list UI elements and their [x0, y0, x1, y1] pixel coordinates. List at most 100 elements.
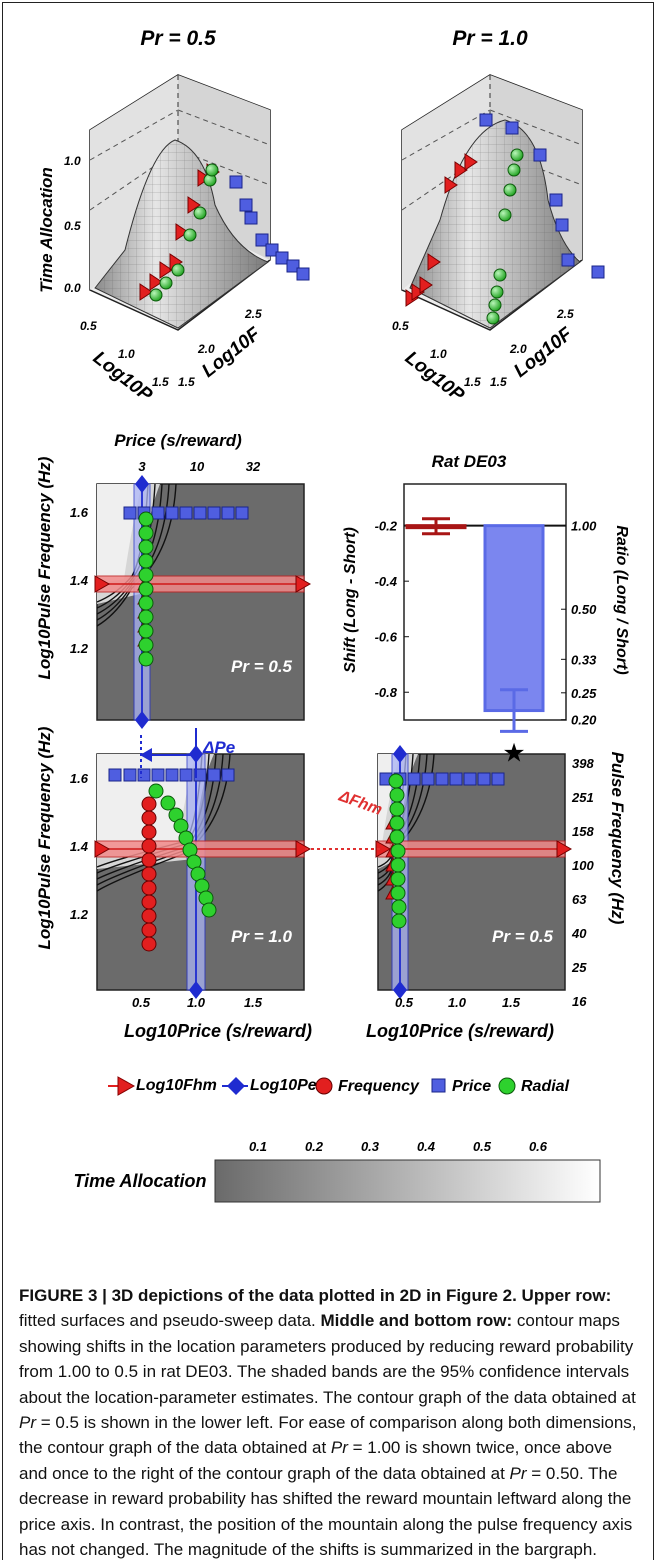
- x-tick: 1.0: [187, 995, 206, 1010]
- radial-marker: [486, 311, 500, 325]
- bar: [483, 524, 545, 713]
- legend-frequency: Frequency: [315, 1077, 420, 1095]
- radial-marker: [159, 276, 173, 290]
- legend-price: Price: [431, 1078, 491, 1095]
- pe-marker: [393, 745, 407, 763]
- y-tick: 1.6: [70, 505, 89, 520]
- frequency-marker: [454, 161, 468, 179]
- frequency-marker: [141, 908, 157, 924]
- radial-marker: [160, 795, 176, 811]
- frequency-marker: [141, 838, 157, 854]
- price-marker: [479, 113, 493, 127]
- top-tick: 3: [138, 459, 146, 474]
- panel-pr-label: Pr = 1.0: [231, 927, 293, 946]
- price-marker: [179, 506, 193, 520]
- legend-fhm: Log10Fhm: [108, 1076, 217, 1096]
- frequency-marker: [141, 824, 157, 840]
- y-tick: 1.6: [70, 771, 89, 786]
- legend-radial: Radial: [498, 1077, 570, 1095]
- bar-y-left-label: Shift (Long - Short): [342, 527, 359, 673]
- radial-marker: [138, 511, 154, 527]
- radial-marker: [138, 623, 154, 639]
- price-marker: [255, 233, 269, 247]
- f-tick: 2.0: [509, 342, 527, 356]
- f-tick: 1.5: [490, 375, 507, 389]
- colorbar-tick: 0.5: [473, 1139, 492, 1154]
- price-marker: [275, 251, 289, 265]
- price-marker: [221, 768, 235, 782]
- price-marker: [235, 506, 249, 520]
- y-tick: 1.4: [70, 839, 89, 854]
- figure-caption: FIGURE 3 | 3D depictions of the data plo…: [19, 1283, 643, 1562]
- radial-marker: [390, 871, 406, 887]
- fhm-marker: [295, 840, 312, 858]
- right-y-tick: 100: [572, 858, 594, 873]
- radial-marker: [183, 228, 197, 242]
- frequency-marker: [141, 936, 157, 952]
- price-marker: [229, 175, 243, 189]
- right-tick: 0.33: [571, 652, 597, 667]
- surface-plot-pr05: Pr = 0.5: [89, 27, 271, 331]
- frequency-marker: [141, 866, 157, 882]
- colorbar-label: Time Allocation: [73, 1171, 206, 1191]
- f-tick: 1.5: [178, 375, 195, 389]
- price-marker: [137, 768, 151, 782]
- right-tick: 0.20: [571, 713, 597, 728]
- price-marker: [561, 253, 575, 267]
- price-marker: [505, 121, 519, 135]
- surface-back-wall-left: [90, 75, 178, 290]
- price-marker: [477, 772, 491, 786]
- left-tick: -0.2: [375, 519, 398, 534]
- fhm-marker: [94, 575, 111, 593]
- contour-panel: Pr = 0.5: [94, 475, 312, 729]
- frequency-marker: [141, 852, 157, 868]
- z-axis-label: Time Allocation: [37, 167, 56, 293]
- price-marker: [193, 506, 207, 520]
- z-tick: 0.0: [64, 281, 81, 295]
- pe-marker: [135, 475, 149, 493]
- radial-marker: [490, 285, 504, 299]
- right-y-tick: 40: [571, 926, 587, 941]
- p-tick: 0.5: [80, 319, 97, 333]
- fhm-marker: [375, 840, 392, 858]
- price-marker: [207, 768, 221, 782]
- frequency-marker: [187, 196, 201, 214]
- radial-marker: [389, 801, 405, 817]
- pe-marker: [393, 981, 407, 999]
- radial-marker: [388, 773, 404, 789]
- caption-italic: Pr: [330, 1438, 348, 1458]
- price-marker: [421, 772, 435, 786]
- contour-panel: Pr = 0.5: [375, 745, 573, 999]
- radial-marker: [510, 148, 524, 162]
- right-y-tick: 16: [572, 994, 587, 1009]
- pe-marker: [189, 981, 203, 999]
- fhm-marker: [295, 575, 312, 593]
- p-tick: 1.5: [152, 375, 169, 389]
- caption-italic: Pr: [19, 1413, 36, 1433]
- frequency-marker: [444, 176, 458, 194]
- legend-radial-label: Radial: [521, 1078, 570, 1095]
- price-marker: [151, 768, 165, 782]
- legend: Log10Fhm Log10Pe Frequency Price Radial: [108, 1076, 570, 1096]
- price-marker: [244, 211, 258, 225]
- frequency-marker: [139, 283, 153, 301]
- x-axis-label: Log10Price (s/reward): [124, 1021, 312, 1041]
- frequency-marker: [464, 153, 478, 171]
- delta-fhm-annotation: ΔFhm: [305, 787, 384, 850]
- figure-graphic: Pr = 0.5 Pr = 1.0 Time Allocation 1.0 0.…: [35, 27, 630, 1203]
- radial-marker: [138, 553, 154, 569]
- colorbar-tick: 0.6: [529, 1139, 548, 1154]
- z-tick: 1.0: [64, 154, 81, 168]
- colorbar-gradient: [214, 1159, 601, 1203]
- radial-marker: [149, 288, 163, 302]
- colorbar-tick: 0.3: [361, 1139, 380, 1154]
- frequency-marker: [141, 922, 157, 938]
- p-tick: 0.5: [392, 319, 409, 333]
- radial-marker: [138, 567, 154, 583]
- top-tick: 32: [246, 459, 261, 474]
- right-y-tick: 158: [572, 824, 594, 839]
- radial-marker: [390, 857, 406, 873]
- legend-fhm-label: Log10Fhm: [136, 1077, 217, 1094]
- legend-frequency-label: Frequency: [338, 1078, 420, 1095]
